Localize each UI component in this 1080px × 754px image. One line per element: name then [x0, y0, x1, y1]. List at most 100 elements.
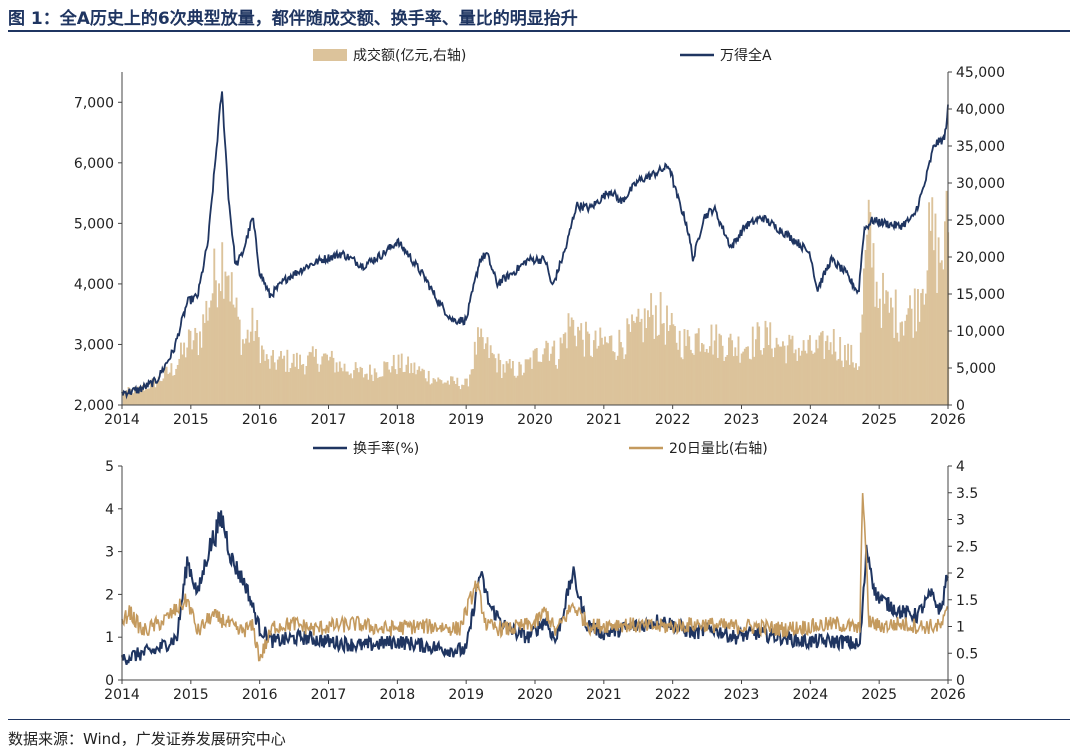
top-chart-volume-bar	[605, 342, 608, 405]
top-chart-volume-bar	[446, 380, 449, 405]
top-chart-volume-bar	[181, 354, 184, 405]
top-chart-volume-bar	[831, 354, 834, 405]
top-chart-volume-bar	[491, 352, 494, 405]
top-chart-volume-bar	[416, 369, 419, 405]
top-chart-y-left-tick-label: 7,000	[74, 95, 114, 111]
top-chart-volume-bar	[694, 333, 697, 405]
top-chart-x-tick-label: 2023	[724, 412, 760, 428]
top-chart-y-right-tick-label: 35,000	[956, 139, 1005, 155]
top-chart-volume-bar	[923, 304, 926, 405]
top-chart-volume-bar	[550, 353, 552, 405]
top-chart-volume-bar	[810, 350, 813, 405]
top-chart-volume-bar	[415, 374, 417, 405]
top-chart-volume-bar	[777, 344, 780, 405]
top-chart-volume-bar	[373, 368, 376, 405]
top-chart-volume-bar	[886, 291, 889, 405]
top-chart-volume-bar	[726, 354, 729, 405]
top-chart-volume-bar	[149, 380, 152, 405]
top-chart-volume-bar	[381, 376, 384, 405]
top-chart-volume-bar	[527, 359, 530, 405]
top-chart-y-right-tick-label: 40,000	[956, 102, 1005, 118]
top-chart-volume-bar	[770, 348, 773, 405]
top-chart-volume-bar	[813, 352, 816, 405]
top-chart-volume-bar	[442, 383, 444, 405]
top-chart-volume-bar	[883, 303, 886, 405]
top-chart-volume-bar	[132, 393, 135, 405]
top-chart-y-left-tick-label: 4,000	[74, 277, 114, 293]
top-chart-volume-bar	[327, 360, 330, 405]
top-chart-volume-bar	[607, 343, 610, 405]
top-chart-x-tick-label: 2025	[861, 412, 897, 428]
top-chart-volume-bar	[731, 340, 734, 405]
top-chart-volume-bar	[724, 356, 727, 405]
bottom-chart-y-right-tick-label: 2.5	[956, 539, 978, 555]
top-chart-volume-bar	[561, 343, 564, 405]
top-chart-volume-bar	[389, 372, 392, 405]
top-chart-x-tick-label: 2016	[242, 412, 278, 428]
top-chart-y-left-tick-label: 2,000	[74, 398, 114, 414]
top-chart-volume-bar	[537, 361, 540, 405]
top-chart-volume-bar	[661, 323, 664, 405]
bottom-chart-y-left-tick-label: 3	[105, 545, 114, 561]
top-chart-volume-bar	[432, 378, 435, 405]
top-chart-volume-bar	[656, 335, 659, 405]
top-chart-volume-bar	[538, 361, 541, 405]
top-chart-volume-bar	[457, 385, 460, 405]
top-chart-volume-bar	[540, 361, 543, 405]
top-chart-volume-bar	[691, 353, 694, 405]
top-chart-x-tick-label: 2024	[793, 412, 829, 428]
top-chart-volume-bar	[438, 379, 441, 405]
top-chart-volume-bar	[543, 348, 546, 405]
top-chart-volume-bar	[497, 353, 500, 405]
top-chart-y-right-tick-label: 0	[956, 398, 965, 414]
top-chart-volume-bar	[592, 340, 595, 405]
top-chart-volume-bar	[268, 368, 271, 405]
top-chart-volume-bar	[917, 289, 919, 405]
top-chart-volume-bar	[164, 367, 166, 405]
top-chart-volume-bar	[448, 384, 451, 405]
top-chart-volume-bar	[372, 381, 375, 405]
top-chart-volume-bar	[882, 272, 884, 405]
top-chart-volume-bar	[623, 358, 626, 405]
top-chart-volume-bar	[459, 389, 462, 405]
top-chart-volume-bar	[764, 320, 767, 405]
top-chart-volume-bar	[786, 345, 789, 405]
top-chart-volume-bar	[596, 348, 599, 405]
top-chart-x-tick-label: 2022	[655, 412, 691, 428]
top-chart-volume-bar	[419, 371, 422, 405]
top-chart-volume-bar	[237, 316, 240, 405]
top-chart-volume-bar	[454, 383, 457, 405]
top-chart-volume-bar	[211, 293, 214, 405]
top-chart-volume-bar	[639, 322, 641, 405]
top-chart-series-0	[122, 190, 950, 405]
bottom-chart-x-tick-label: 2023	[724, 687, 760, 703]
top-chart-volume-bar	[148, 388, 151, 405]
top-chart-volume-bar	[832, 328, 835, 405]
top-chart-volume-bar	[802, 340, 805, 405]
top-chart-series-1	[121, 91, 949, 400]
top-chart-volume-bar	[569, 326, 572, 405]
top-chart-volume-bar	[629, 331, 632, 405]
top-chart-volume-bar	[942, 269, 945, 405]
bottom-chart-y-left-tick-label: 1	[105, 630, 114, 646]
bottom-chart-x-tick-label: 2015	[173, 687, 209, 703]
top-chart-volume-bar	[897, 341, 900, 405]
top-chart-volume-bar	[281, 358, 284, 405]
top-chart-volume-bar	[678, 330, 681, 405]
top-chart-volume-bar	[486, 337, 489, 405]
top-chart-volume-bar	[834, 351, 837, 405]
top-chart-volume-bar	[702, 344, 705, 405]
top-chart-volume-bar	[226, 276, 228, 405]
top-chart-volume-bar	[762, 348, 765, 405]
top-chart-volume-bar	[170, 363, 173, 405]
top-chart-volume-bar	[853, 367, 856, 405]
top-chart-volume-bar	[861, 314, 864, 405]
top-chart-volume-bar	[756, 322, 759, 405]
top-chart-volume-bar	[294, 366, 297, 405]
top-chart-volume-bar	[367, 379, 370, 405]
top-chart-volume-bar	[710, 324, 713, 405]
top-chart-volume-bar	[931, 197, 934, 405]
top-chart-volume-bar	[531, 368, 533, 405]
top-chart-volume-bar	[799, 355, 802, 405]
top-chart-volume-bar	[542, 354, 545, 405]
